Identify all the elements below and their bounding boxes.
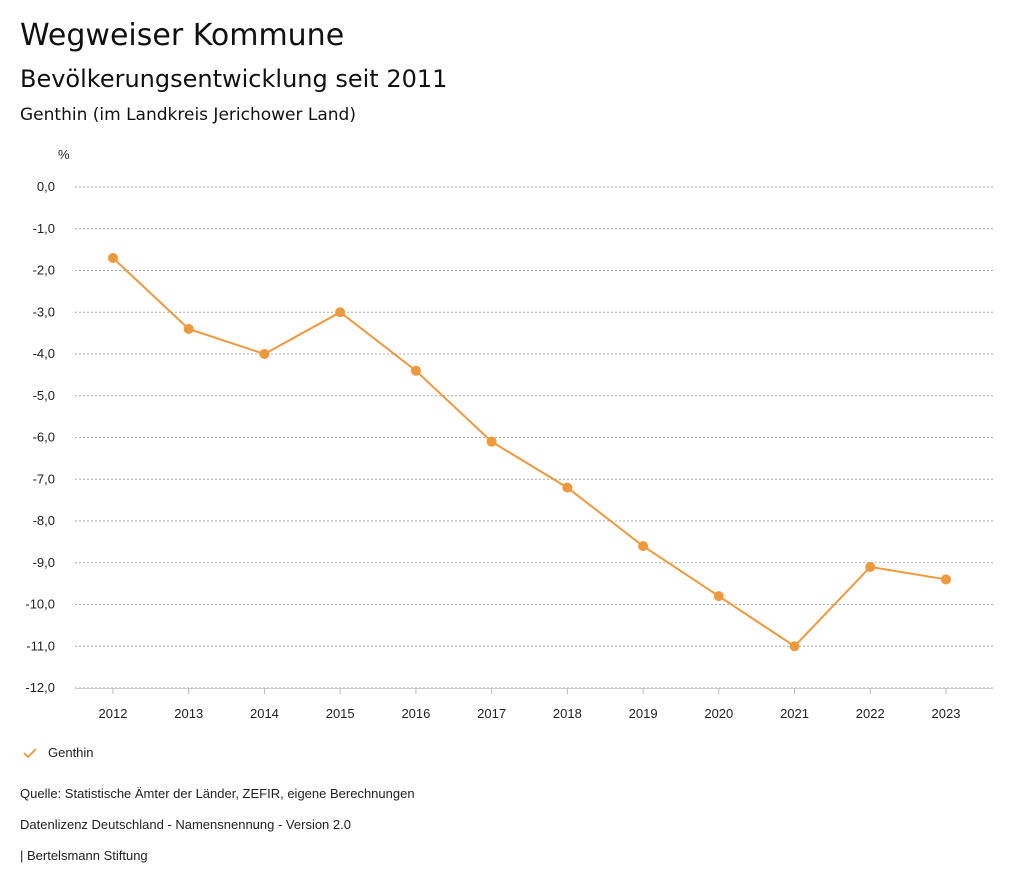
y-tick-label: -9,0: [33, 555, 55, 570]
y-tick-label: 0,0: [37, 179, 55, 194]
data-point: [486, 436, 497, 447]
data-point: [108, 252, 118, 263]
data-point: [713, 591, 724, 602]
x-tick-label: 2023: [932, 706, 961, 721]
data-point: [865, 561, 876, 572]
license-link[interactable]: Datenlizenz Deutschland - Namensnennung …: [20, 817, 351, 832]
y-tick-label: -2,0: [33, 263, 55, 278]
page-title: Wegweiser Kommune: [20, 18, 345, 53]
x-tick-label: 2012: [99, 706, 128, 721]
chart-subtitle: Bevölkerungsentwicklung seit 2011: [20, 65, 448, 93]
x-tick-label: 2017: [477, 706, 506, 721]
check-icon: [23, 747, 37, 758]
source-note: Quelle: Statistische Ämter der Länder, Z…: [20, 786, 415, 801]
data-point: [941, 574, 951, 585]
data-point: [259, 349, 270, 359]
y-tick-label: -12,0: [25, 680, 55, 695]
data-point: [789, 641, 800, 652]
x-tick-label: 2019: [629, 706, 658, 721]
x-tick-label: 2020: [704, 706, 733, 721]
y-tick-label: -4,0: [33, 346, 55, 361]
x-tick-label: 2016: [401, 706, 430, 721]
data-point: [562, 482, 573, 493]
x-tick-label: 2021: [780, 706, 809, 721]
legend-item-genthin[interactable]: Genthin: [22, 745, 94, 760]
y-axis-unit: %: [58, 147, 70, 162]
y-tick-label: -8,0: [33, 513, 55, 528]
data-point: [638, 541, 649, 552]
y-tick-label: -3,0: [33, 304, 55, 319]
y-tick-label: -7,0: [33, 471, 55, 486]
y-tick-label: -11,0: [26, 638, 55, 653]
data-point: [410, 365, 421, 376]
x-tick-label: 2014: [250, 706, 279, 721]
y-tick-label: -1,0: [33, 221, 55, 236]
x-tick-label: 2015: [326, 706, 355, 721]
series-line-genthin: [112, 257, 947, 648]
y-tick-label: -6,0: [33, 430, 55, 445]
y-tick-label: -10,0: [25, 597, 55, 612]
legend-label: Genthin: [48, 745, 94, 760]
region-title: Genthin (im Landkreis Jerichower Land): [20, 105, 356, 125]
x-tick-label: 2018: [553, 706, 582, 721]
y-tick-label: -5,0: [33, 388, 55, 403]
credit-link[interactable]: | Bertelsmann Stiftung: [20, 848, 148, 863]
data-point: [183, 323, 194, 334]
x-tick-label: 2022: [856, 706, 885, 721]
data-point: [335, 307, 346, 318]
x-tick-label: 2013: [174, 706, 203, 721]
